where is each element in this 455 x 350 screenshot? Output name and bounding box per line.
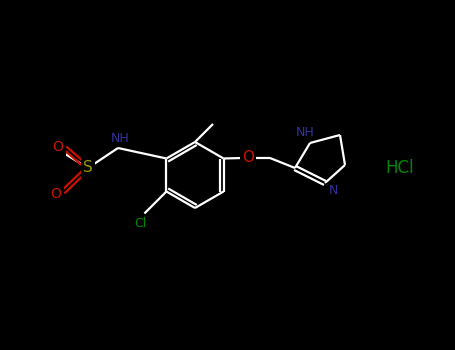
Text: Cl: Cl xyxy=(134,217,147,230)
Text: N: N xyxy=(329,184,338,197)
Text: NH: NH xyxy=(296,126,314,139)
Text: O: O xyxy=(51,187,61,201)
Text: O: O xyxy=(53,140,63,154)
Text: HCl: HCl xyxy=(386,159,415,177)
Text: Cl: Cl xyxy=(134,217,147,230)
Text: O: O xyxy=(242,150,254,166)
Text: NH: NH xyxy=(111,133,129,146)
Text: NH: NH xyxy=(296,126,314,139)
Text: O: O xyxy=(242,150,254,166)
Text: S: S xyxy=(83,161,93,175)
Text: HCl: HCl xyxy=(386,159,415,177)
Text: N: N xyxy=(329,184,338,197)
Text: NH: NH xyxy=(111,133,129,146)
